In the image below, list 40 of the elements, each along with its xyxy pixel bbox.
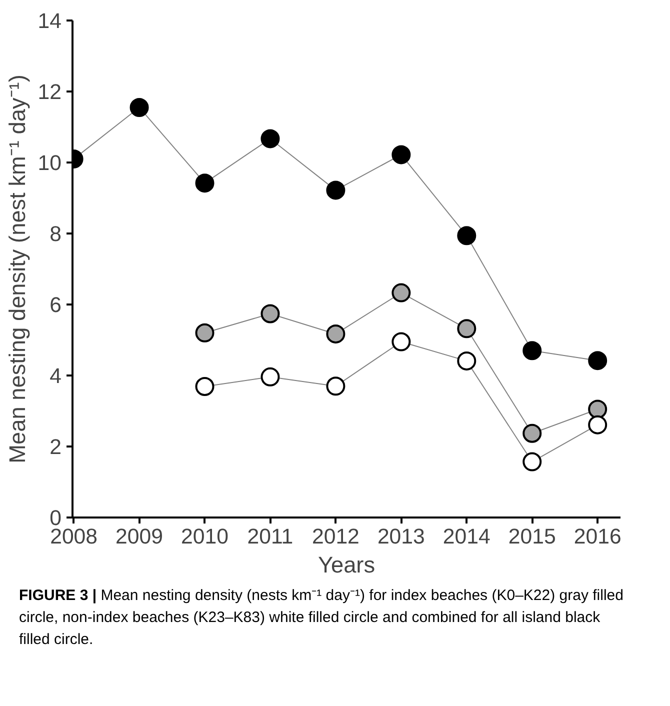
y-axis-title: Mean nesting density (nest km⁻¹ day⁻¹) <box>4 74 30 464</box>
point <box>326 324 346 344</box>
y-tick-label: 10 <box>38 151 62 175</box>
point <box>260 304 280 324</box>
point <box>326 180 346 200</box>
x-tick-label: 2011 <box>247 524 294 548</box>
point <box>392 283 411 302</box>
point <box>588 351 608 370</box>
point <box>130 98 149 117</box>
point <box>457 351 476 370</box>
point <box>588 400 608 419</box>
point <box>392 332 411 352</box>
point <box>195 323 214 342</box>
y-tick-label: 14 <box>38 9 62 33</box>
x-tick-label: 2015 <box>508 524 556 548</box>
x-tick-label: 2016 <box>574 524 622 548</box>
point <box>522 424 542 443</box>
y-tick-label: 8 <box>50 222 62 246</box>
point <box>260 367 280 386</box>
x-tick-label: 2014 <box>442 524 491 548</box>
x-tick-label: 2010 <box>181 524 229 548</box>
x-axis-title: Years <box>318 552 376 578</box>
point <box>195 377 214 396</box>
point <box>195 174 214 193</box>
caption: FIGURE 3 | Mean nesting density (nests km⁻¹ day⁻¹) for index beaches (K0–K22) gray filled circle, non-index beaches (K23–K83) white filled circle and combined for all island black filled circle. <box>19 586 624 650</box>
x-tick-label: 2012 <box>312 524 360 548</box>
point <box>392 145 411 164</box>
point <box>522 341 542 360</box>
point <box>457 226 476 246</box>
y-tick-label: 6 <box>50 293 62 317</box>
point <box>588 415 608 434</box>
y-tick-label: 4 <box>50 364 62 388</box>
x-tick-label: 2013 <box>377 524 425 548</box>
point <box>457 319 476 338</box>
point <box>326 376 346 396</box>
y-tick-label: 2 <box>50 435 62 459</box>
x-tick-label: 2009 <box>116 524 164 548</box>
point <box>260 129 280 148</box>
point <box>522 452 542 472</box>
y-tick-label: 12 <box>38 80 62 104</box>
